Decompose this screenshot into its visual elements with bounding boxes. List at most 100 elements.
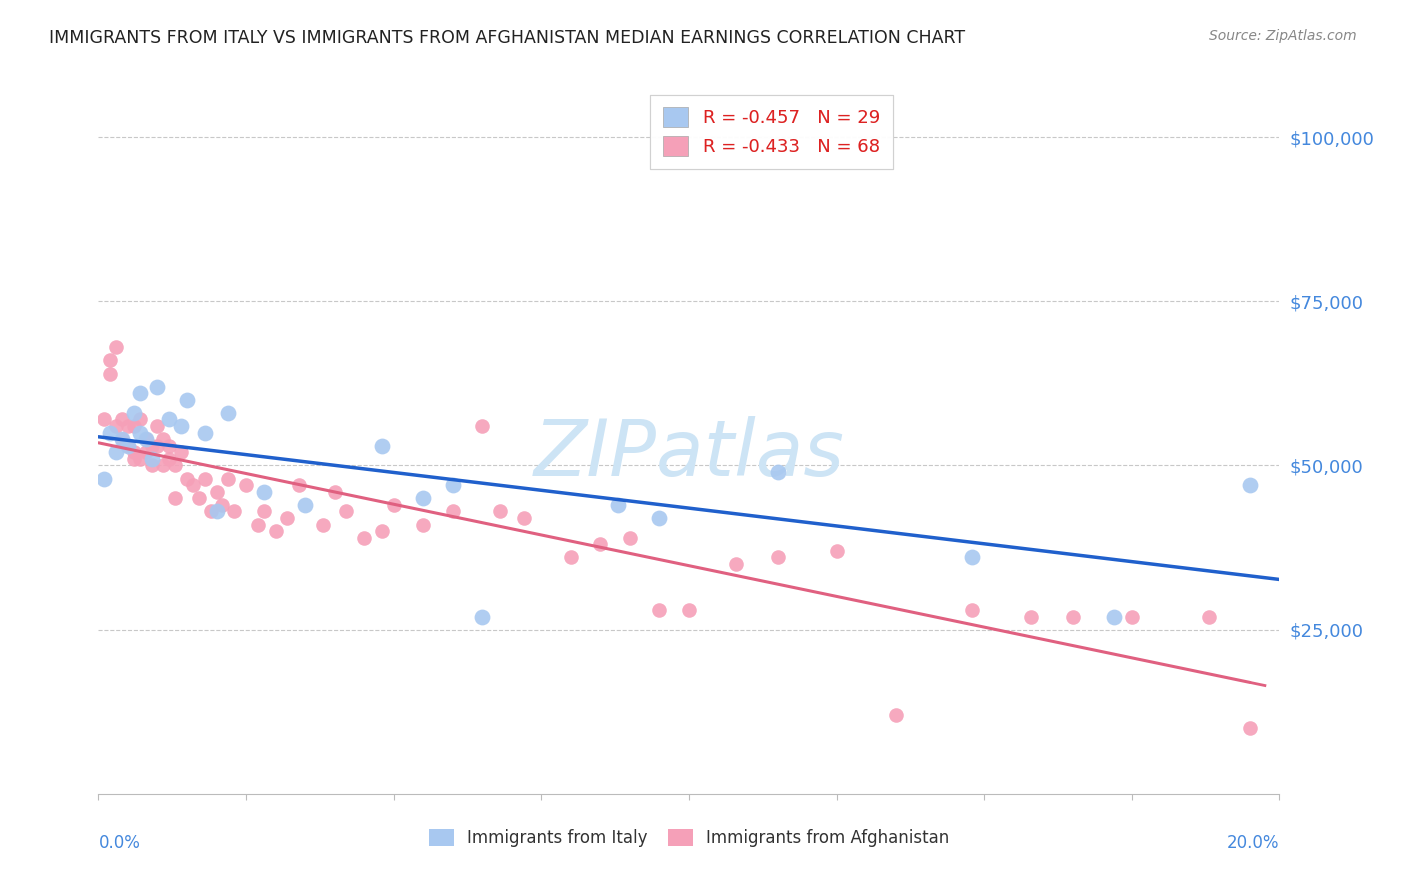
Point [176,472,198,486]
Point [117,439,139,453]
Point [489,504,512,518]
Point [152,432,174,446]
Point [412,517,434,532]
Point [235,478,257,492]
Point [1239,478,1261,492]
Point [246,517,269,532]
Point [122,451,145,466]
Point [157,412,180,426]
Point [264,524,287,538]
Point [200,504,222,518]
Point [471,419,494,434]
Point [371,439,394,453]
Point [105,340,128,354]
Point [766,465,789,479]
Point [170,445,193,459]
Point [135,432,157,446]
Text: ZIPatlas: ZIPatlas [533,417,845,492]
Text: 0.0%: 0.0% [98,834,141,852]
Point [194,472,217,486]
Point [122,419,145,434]
Point [105,419,128,434]
Point [105,445,128,459]
Point [1021,609,1043,624]
Point [353,531,375,545]
Point [111,432,134,446]
Point [194,425,217,440]
Point [678,603,700,617]
Point [205,504,228,518]
Point [288,478,311,492]
Point [312,517,335,532]
Point [135,445,157,459]
Point [141,439,163,453]
Point [1102,609,1125,624]
Point [141,451,163,466]
Point [962,550,984,565]
Point [98,425,121,440]
Point [98,367,121,381]
Point [725,557,748,571]
Point [648,603,671,617]
Point [128,425,150,440]
Point [157,439,180,453]
Point [117,439,139,453]
Point [1198,609,1220,624]
Point [825,544,848,558]
Point [111,412,134,426]
Point [253,504,276,518]
Point [441,478,464,492]
Point [589,537,612,551]
Point [165,458,187,473]
Point [512,511,534,525]
Point [382,498,405,512]
Point [141,458,163,473]
Legend: R = -0.457   N = 29, R = -0.433   N = 68: R = -0.457 N = 29, R = -0.433 N = 68 [651,95,893,169]
Point [187,491,209,506]
Point [170,419,193,434]
Point [217,406,239,420]
Point [93,472,115,486]
Point [211,498,233,512]
Point [1239,721,1261,735]
Point [117,419,139,434]
Point [146,419,169,434]
Point [766,550,789,565]
Point [335,504,357,518]
Point [122,445,145,459]
Point [146,379,169,393]
Text: Source: ZipAtlas.com: Source: ZipAtlas.com [1209,29,1357,43]
Point [111,432,134,446]
Point [471,609,494,624]
Point [560,550,582,565]
Point [276,511,298,525]
Point [128,386,150,401]
Point [441,504,464,518]
Point [607,498,630,512]
Text: IMMIGRANTS FROM ITALY VS IMMIGRANTS FROM AFGHANISTAN MEDIAN EARNINGS CORRELATION: IMMIGRANTS FROM ITALY VS IMMIGRANTS FROM… [49,29,966,46]
Point [128,451,150,466]
Point [122,406,145,420]
Point [165,491,187,506]
Point [1121,609,1143,624]
Point [253,484,276,499]
Point [884,708,907,723]
Point [176,392,198,407]
Point [181,478,204,492]
Point [205,484,228,499]
Point [98,353,121,368]
Point [217,472,239,486]
Point [1062,609,1084,624]
Point [323,484,346,499]
Point [619,531,641,545]
Point [294,498,316,512]
Point [962,603,984,617]
Point [371,524,394,538]
Point [157,451,180,466]
Point [135,432,157,446]
Point [128,412,150,426]
Point [224,504,246,518]
Point [152,458,174,473]
Point [648,511,671,525]
Point [93,412,115,426]
